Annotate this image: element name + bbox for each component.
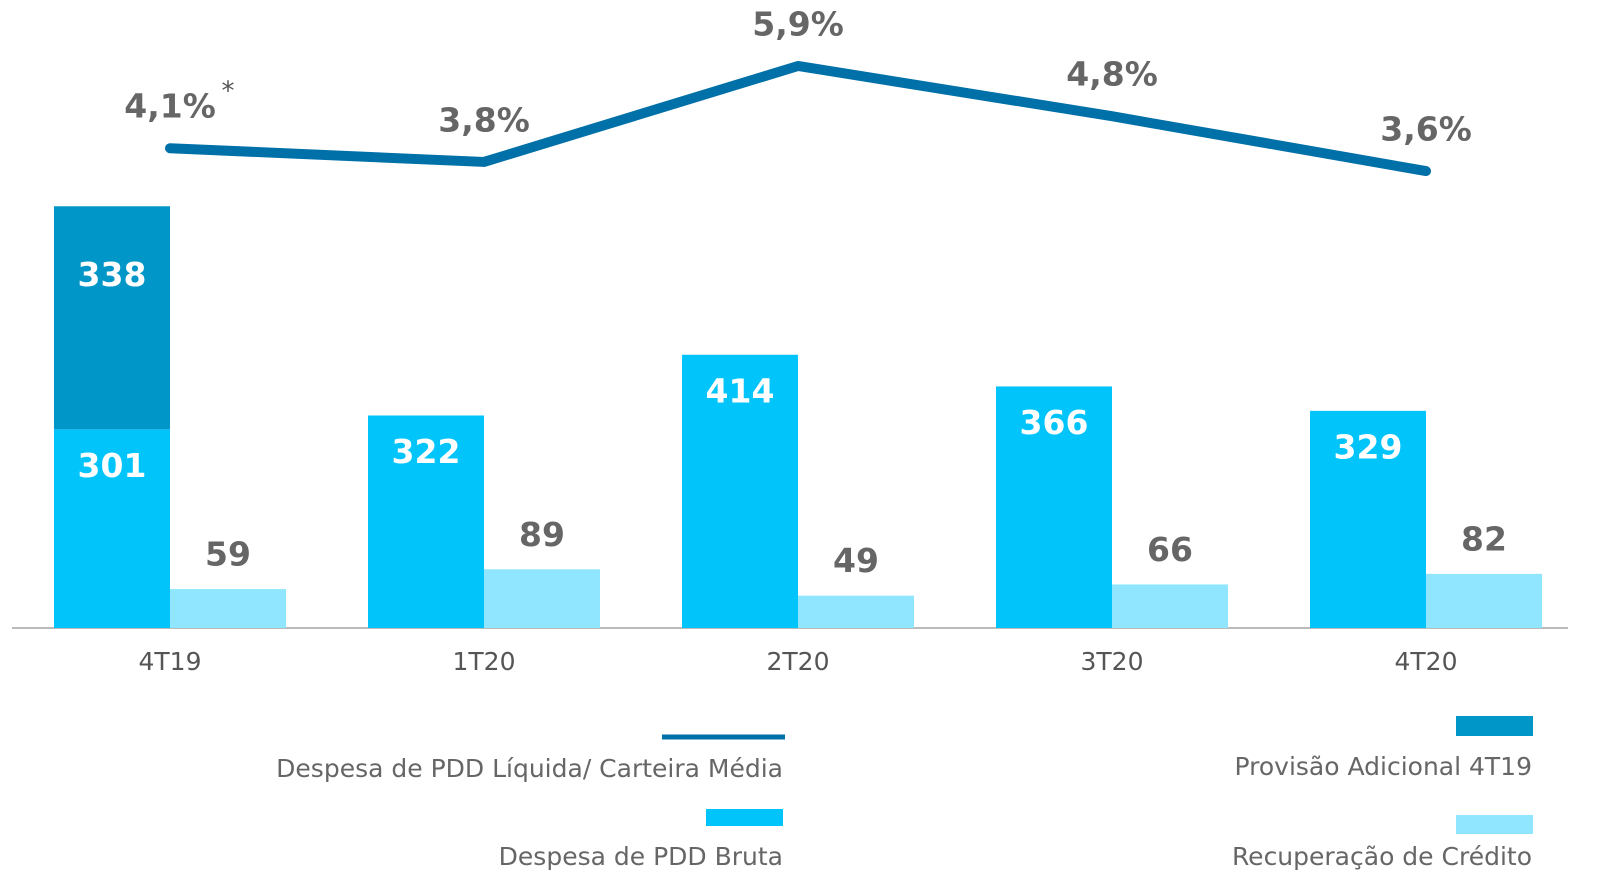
x-tick-label: 4T20 — [1395, 647, 1458, 676]
bar-segment — [54, 206, 170, 430]
line-label: 4,1% — [124, 87, 216, 126]
bar-label: 66 — [1147, 530, 1193, 569]
legend-label: Recuperação de Crédito — [1232, 842, 1532, 871]
x-tick-label: 2T20 — [767, 647, 830, 676]
annotation: * — [222, 77, 235, 107]
bar — [1310, 410, 1426, 628]
bar — [368, 415, 484, 628]
legend-swatch — [1456, 815, 1533, 834]
bar-label: 414 — [706, 371, 775, 410]
bar-label: 82 — [1461, 519, 1507, 558]
x-tick-label: 4T19 — [139, 647, 202, 676]
legend-swatch — [706, 809, 783, 826]
line-label: 3,6% — [1380, 110, 1472, 149]
legend-label: Despesa de PDD Líquida/ Carteira Média — [276, 754, 783, 783]
legend-label: Provisão Adicional 4T19 — [1235, 752, 1533, 781]
bar-label: 329 — [1334, 427, 1403, 466]
bar-label: 89 — [519, 515, 565, 554]
bar-label: 338 — [78, 255, 147, 294]
bar — [1112, 584, 1228, 628]
line — [165, 60, 1431, 177]
bar-label: 322 — [392, 432, 461, 471]
bar-label: 366 — [1020, 403, 1089, 442]
bar — [1426, 573, 1542, 628]
x-tick-label: 3T20 — [1081, 647, 1144, 676]
bar — [170, 589, 286, 628]
line-label: 4,8% — [1066, 55, 1158, 94]
bar-label: 301 — [78, 446, 147, 485]
line-label: 5,9% — [752, 4, 844, 43]
bar — [484, 569, 600, 628]
legend-swatch — [1456, 716, 1533, 736]
bar — [54, 429, 170, 628]
bar — [798, 595, 914, 628]
bar — [682, 354, 798, 628]
line-label: 3,8% — [438, 100, 530, 139]
bar — [996, 386, 1112, 628]
bar-label: 59 — [205, 535, 251, 574]
x-tick-label: 1T20 — [453, 647, 516, 676]
bar-label: 49 — [833, 541, 879, 580]
legend-label: Despesa de PDD Bruta — [499, 842, 783, 871]
